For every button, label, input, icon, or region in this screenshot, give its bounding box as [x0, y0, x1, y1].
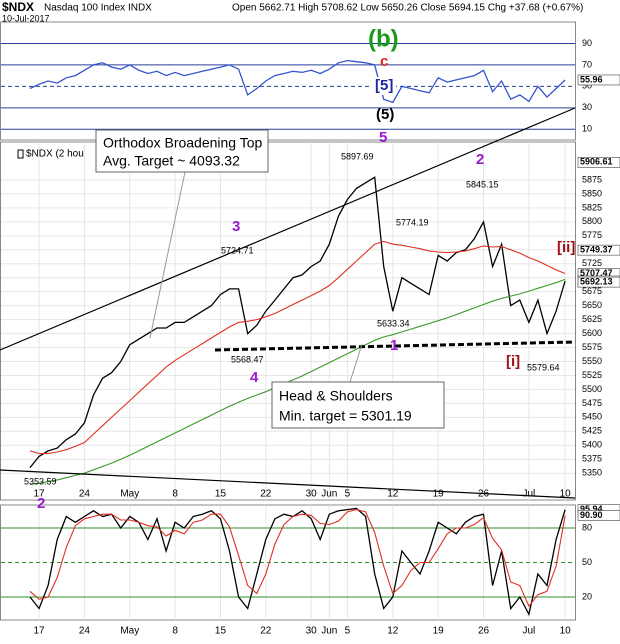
- quote: Open 5662.71 High 5708.62 Low 5650.26 Cl…: [232, 3, 583, 14]
- y-tick-label: 5600: [582, 328, 602, 338]
- annotation: Head & Shoulders: [279, 388, 393, 404]
- x-tick-label: 15: [215, 489, 227, 500]
- annotation: Orthodox Broadening Top: [103, 135, 263, 151]
- legend-entry: $NDX (2 hou: [26, 149, 84, 160]
- y-tick-label: 10: [582, 124, 592, 134]
- y-tick-label: 5350: [582, 468, 602, 478]
- y-tick-label: 5775: [582, 230, 602, 240]
- panel-frame: [1, 22, 576, 140]
- x-tick-label: Jul: [522, 489, 535, 500]
- y-tick-label: 5375: [582, 454, 602, 464]
- annotation: Avg. Target ~ 4093.32: [103, 153, 240, 169]
- price-label: 5353.59: [24, 476, 57, 486]
- y-tick-label: 5875: [582, 174, 602, 184]
- y-tick-label: 5500: [582, 384, 602, 394]
- x-tick-label: 12: [387, 626, 399, 637]
- end-label: 55.96: [580, 74, 603, 84]
- x-tick-label: 30: [306, 626, 318, 637]
- y-tick-label: 5475: [582, 398, 602, 408]
- wave-label: 2: [37, 495, 45, 512]
- x-tick-label: 5: [345, 489, 351, 500]
- x-tick-label: Jul: [522, 626, 535, 637]
- wave-label: 1: [390, 337, 398, 354]
- plot: 907050301055.961724May8152230Jun5121926J…: [1, 22, 620, 637]
- price-label: 5724.71: [221, 245, 254, 255]
- y-tick-label: 5425: [582, 426, 602, 436]
- price-label: 5568.47: [231, 354, 264, 364]
- y-tick-label: 5675: [582, 286, 602, 296]
- y-tick-label: 5625: [582, 314, 602, 324]
- x-tick-label: 19: [433, 489, 445, 500]
- y-tick-label: 30: [582, 102, 592, 112]
- price-label: 5845.15: [466, 179, 499, 189]
- x-tick-label: 30: [306, 489, 318, 500]
- wave-label: (5): [376, 106, 394, 123]
- y-tick-label: 50: [582, 557, 592, 567]
- x-tick-label: 8: [172, 489, 178, 500]
- x-tick-label: Jun: [321, 626, 337, 637]
- wave-label: [ii]: [557, 239, 575, 256]
- x-tick-label: 10: [560, 626, 572, 637]
- wave-label: c: [380, 53, 388, 70]
- price-label: 5633.34: [377, 318, 410, 328]
- index-name: Nasdaq 100 Index INDX: [44, 3, 152, 14]
- y-tick-label: 5400: [582, 440, 602, 450]
- price-label: 5897.69: [341, 151, 374, 161]
- y-tick-label: 5525: [582, 370, 602, 380]
- wave-label: 4: [250, 369, 259, 386]
- x-tick-label: Jun: [321, 489, 337, 500]
- y-tick-label: 5575: [582, 342, 602, 352]
- y-tick-label: 80: [582, 522, 592, 532]
- x-tick-label: 24: [79, 489, 91, 500]
- price-label: 5579.64: [527, 362, 560, 372]
- end-label: 5692.13: [580, 276, 613, 286]
- x-tick-label: 24: [79, 626, 91, 637]
- wave-label: [i]: [506, 353, 520, 370]
- x-tick-label: 5: [345, 626, 351, 637]
- x-tick-label: 15: [215, 626, 227, 637]
- y-tick-label: 5850: [582, 188, 602, 198]
- x-tick-label: 26: [478, 626, 490, 637]
- price-label: 5774.19: [396, 217, 429, 227]
- x-tick-label: May: [120, 626, 139, 637]
- y-tick-label: 5650: [582, 300, 602, 310]
- wave-label: [5]: [375, 77, 393, 94]
- y-tick-label: 5450: [582, 412, 602, 422]
- x-tick-label: 22: [260, 489, 272, 500]
- x-tick-label: 22: [260, 626, 272, 637]
- end-label: 5749.37: [580, 245, 613, 255]
- y-tick-label: 20: [582, 591, 592, 601]
- wave-label: 2: [476, 151, 484, 168]
- y-tick-label: 5800: [582, 216, 602, 226]
- y-tick-label: 5725: [582, 258, 602, 268]
- wave-label: (b): [368, 25, 399, 52]
- x-tick-label: 12: [387, 489, 399, 500]
- x-tick-label: 8: [172, 626, 178, 637]
- x-tick-label: 17: [34, 626, 46, 637]
- symbol: $NDX: [2, 0, 34, 14]
- x-tick-label: 19: [433, 626, 445, 637]
- y-tick-label: 70: [582, 59, 592, 69]
- panel-frame: [1, 142, 576, 500]
- y-tick-label: 5825: [582, 202, 602, 212]
- annotation: Min. target = 5301.19: [279, 408, 412, 424]
- end-label: 90.90: [580, 510, 603, 520]
- y-tick-label: 5550: [582, 356, 602, 366]
- wave-label: 3: [232, 218, 240, 235]
- y-tick-label: 90: [582, 38, 592, 48]
- x-tick-label: May: [120, 489, 139, 500]
- wave-label: 5: [379, 129, 387, 146]
- end-label: 5906.61: [580, 157, 613, 167]
